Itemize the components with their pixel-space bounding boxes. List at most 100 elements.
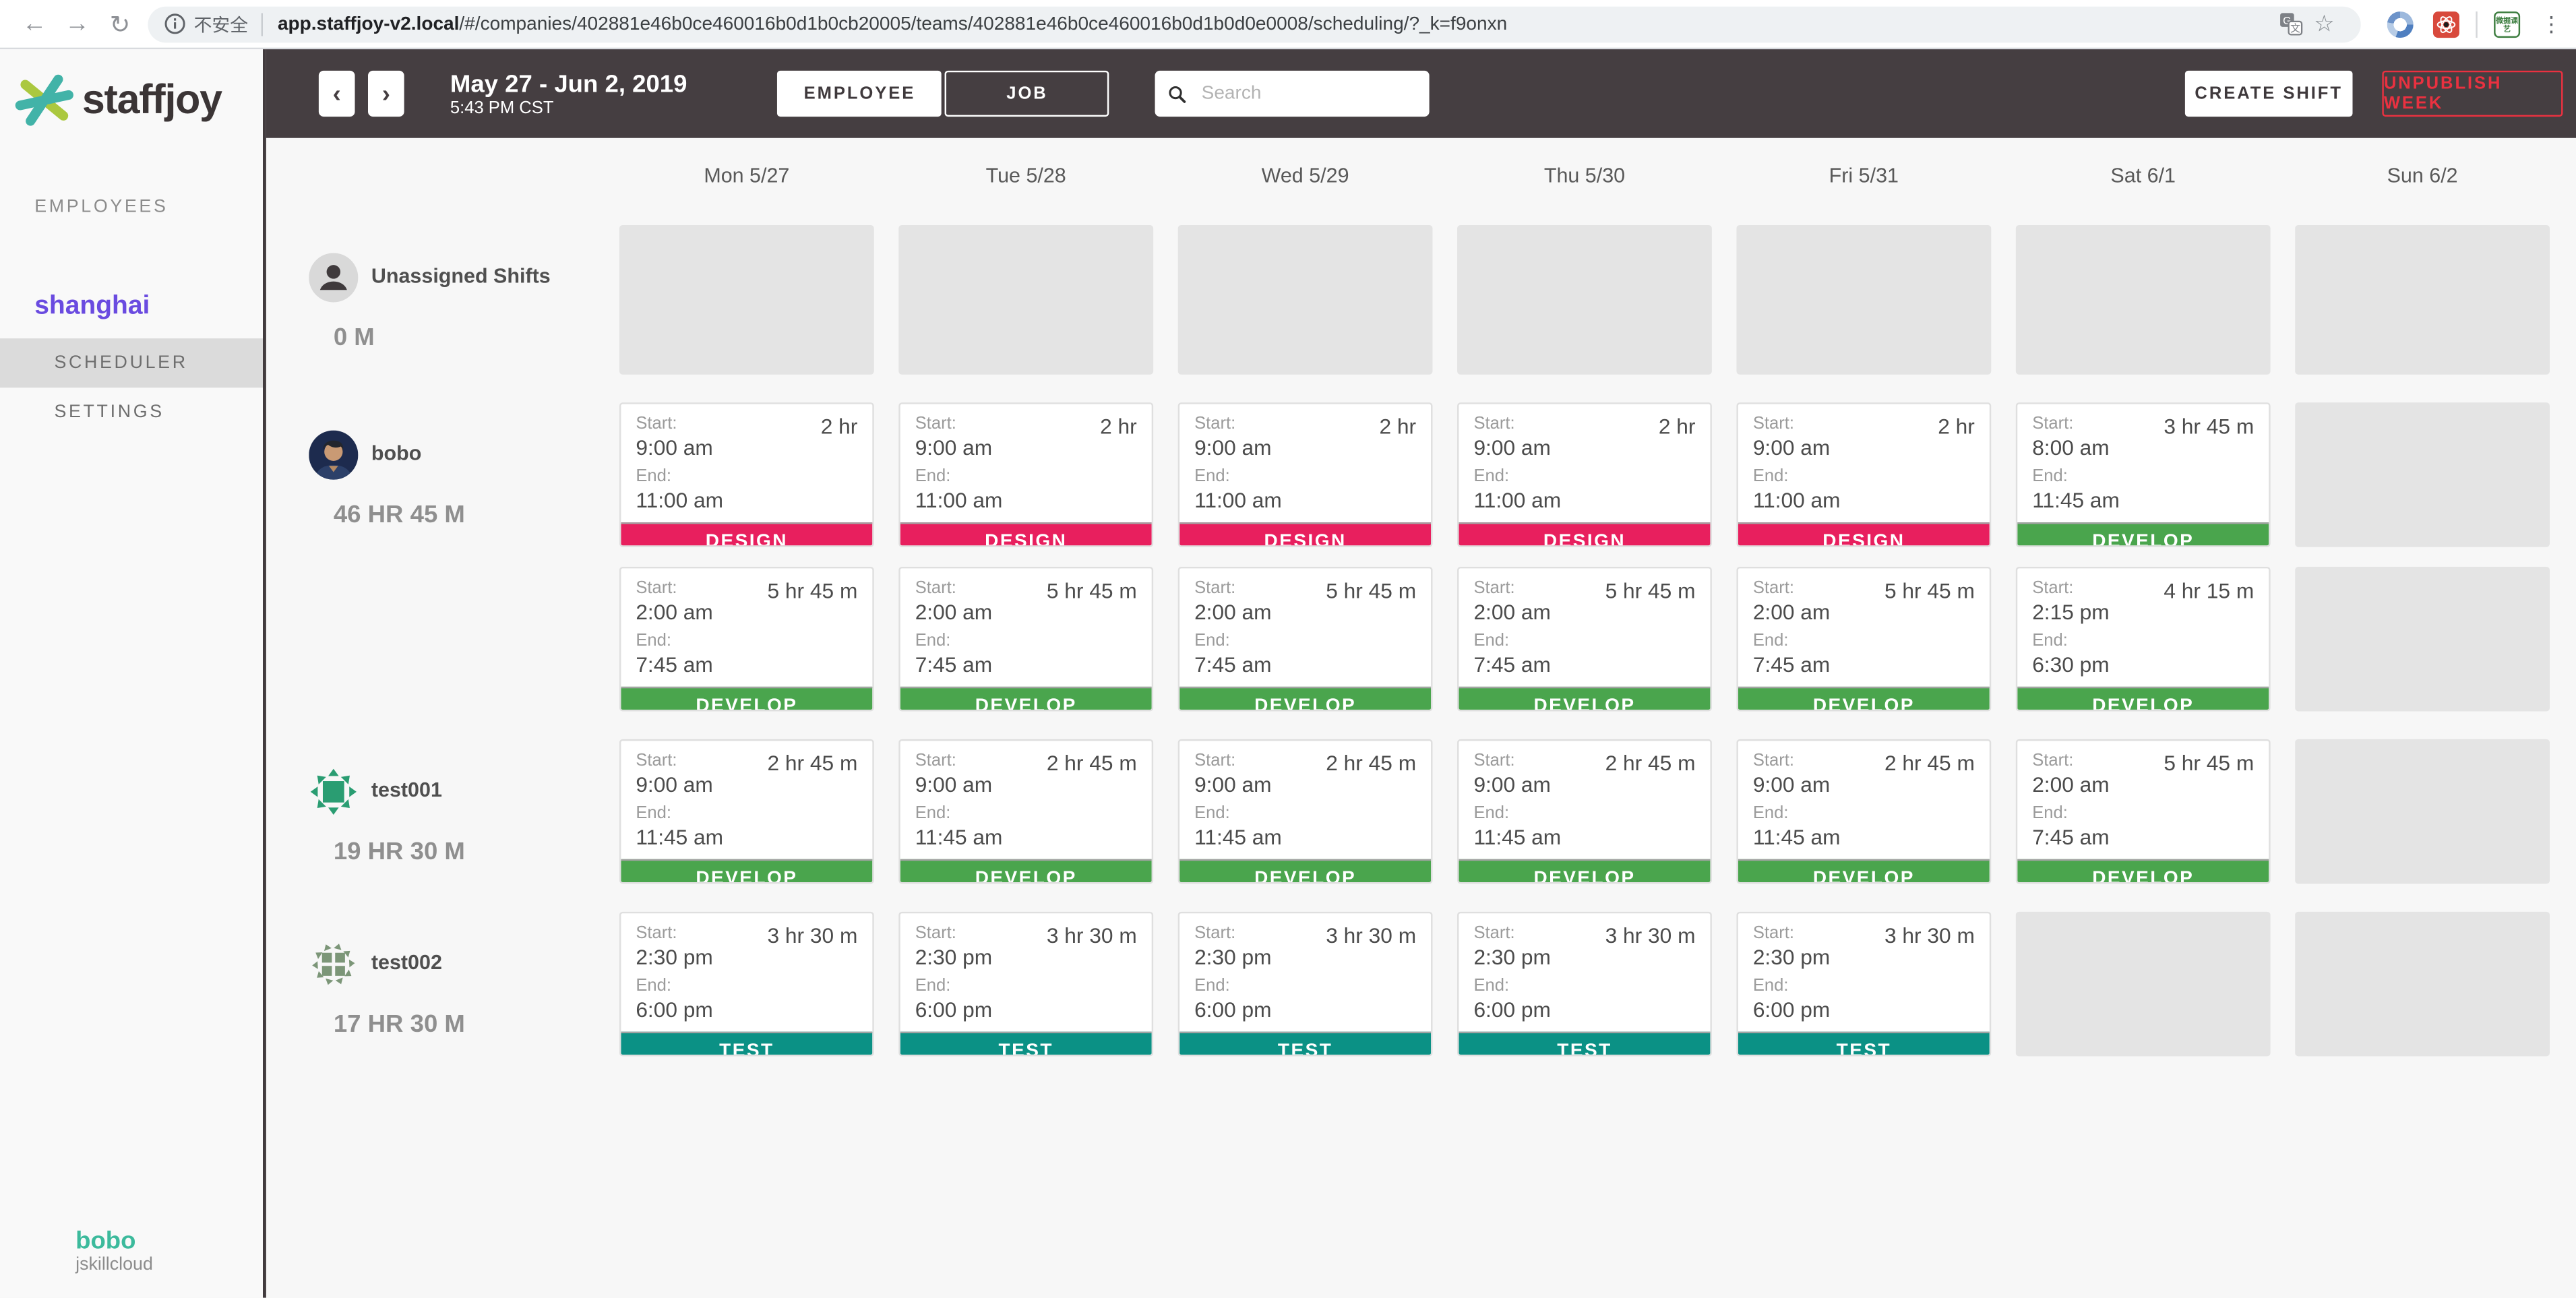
employee-view-button[interactable]: EMPLOYEE — [777, 70, 942, 117]
shift-card[interactable]: Start: 2:30 pm End: 6:00 pm 3 hr 30 m TE… — [1177, 911, 1433, 1057]
shift-card[interactable]: Start: 9:00 am End: 11:00 am 2 hr DESIGN — [619, 402, 874, 547]
shift-card[interactable]: Start: 2:00 am End: 7:45 am 5 hr 45 m DE… — [898, 566, 1154, 712]
end-time: 11:00 am — [636, 487, 724, 513]
start-label: Start: — [1194, 414, 1236, 434]
url-bar[interactable]: 不安全 app.staffjoy-v2.local/#/companies/40… — [148, 5, 2361, 42]
browser-menu-icon[interactable]: ⋮ — [2540, 10, 2563, 36]
employee-name: Unassigned Shifts — [371, 264, 551, 288]
job-label: DESIGN — [900, 522, 1152, 546]
sidebar-item-settings[interactable]: SETTINGS — [54, 402, 164, 423]
search-icon — [1169, 85, 1186, 102]
shift-card[interactable]: Start: 9:00 am End: 11:00 am 2 hr DESIGN — [898, 402, 1154, 547]
extension-red-icon[interactable] — [2432, 10, 2459, 37]
shift-card[interactable]: Start: 2:00 am End: 7:45 am 5 hr 45 m DE… — [2015, 739, 2271, 884]
back-icon[interactable]: ← — [22, 9, 47, 38]
end-time: 7:45 am — [2032, 824, 2110, 850]
shift-card[interactable]: Start: 9:00 am End: 11:45 am 2 hr 45 m D… — [1736, 739, 1992, 884]
shift-card[interactable]: Start: 9:00 am End: 11:00 am 2 hr DESIGN — [1177, 402, 1433, 547]
employee-label[interactable]: test001 19 HR 30 M — [266, 739, 595, 884]
sidebar-item-scheduler[interactable]: SCHEDULER — [0, 338, 263, 388]
shift-times: Start: 2:00 am End: 7:45 am 5 hr 45 m — [1738, 568, 1990, 687]
shift-card[interactable]: Start: 9:00 am End: 11:45 am 2 hr 45 m D… — [898, 739, 1154, 884]
employee-hours: 17 HR 30 M — [333, 1010, 465, 1039]
start-label: Start: — [915, 923, 956, 944]
employee-row: test001 19 HR 30 M Start: 9:00 am End: 11… — [266, 739, 2576, 884]
reload-icon[interactable]: ↻ — [109, 10, 131, 39]
identicon — [310, 768, 357, 815]
shift-times: Start: 2:00 am End: 7:45 am 5 hr 45 m — [900, 568, 1152, 687]
start-time: 9:00 am — [1194, 772, 1272, 797]
shift-card[interactable]: Start: 9:00 am End: 11:00 am 2 hr DESIGN — [1457, 402, 1712, 547]
end-label: End: — [915, 466, 951, 487]
translate-icon[interactable]: G 文 — [2279, 11, 2304, 36]
day-header: Wed 5/29 — [1261, 164, 1349, 187]
info-icon[interactable] — [164, 13, 186, 35]
shift-card[interactable]: Start: 9:00 am End: 11:45 am 2 hr 45 m D… — [1457, 739, 1712, 884]
shift-card[interactable]: Start: 2:30 pm End: 6:00 pm 3 hr 30 m TE… — [898, 911, 1154, 1057]
shift-card[interactable]: Start: 2:00 am End: 7:45 am 5 hr 45 m DE… — [619, 566, 874, 712]
end-time: 11:00 am — [1473, 487, 1562, 513]
search-box[interactable] — [1155, 70, 1430, 117]
shift-card[interactable]: Start: 2:00 am End: 7:45 am 5 hr 45 m DE… — [1177, 566, 1433, 712]
shift-times: Start: 9:00 am End: 11:45 am 2 hr 45 m — [621, 741, 872, 859]
shift-duration: 5 hr 45 m — [1326, 578, 1417, 603]
shift-card[interactable]: Start: 2:30 pm End: 6:00 pm 3 hr 30 m TE… — [1736, 911, 1992, 1057]
extension-blue-icon[interactable] — [2387, 10, 2414, 37]
extension-green-icon[interactable]: 微掘课艺 — [2494, 10, 2521, 37]
shift-card[interactable]: Start: 2:00 am End: 7:45 am 5 hr 45 m DE… — [1457, 566, 1712, 712]
start-time: 9:00 am — [636, 435, 713, 460]
employee-hours: 0 M — [333, 323, 375, 352]
create-shift-button[interactable]: CREATE SHIFT — [2184, 70, 2353, 117]
end-label: End: — [1752, 631, 1789, 651]
next-week-button[interactable]: › — [368, 70, 404, 117]
end-time: 7:45 am — [636, 652, 713, 677]
bookmark-star-icon[interactable]: ☆ — [2314, 9, 2335, 36]
start-label: Start: — [2032, 578, 2074, 598]
shift-times: Start: 9:00 am End: 11:00 am 2 hr — [900, 404, 1152, 523]
sidebar-team-name[interactable]: shanghai — [34, 292, 150, 321]
end-label: End: — [915, 631, 951, 651]
start-label: Start: — [1194, 578, 1236, 598]
start-time: 2:00 am — [636, 599, 713, 625]
shift-card[interactable]: Start: 2:00 am End: 7:45 am 5 hr 45 m DE… — [1736, 566, 1992, 712]
current-time-label: 5:43 PM CST — [450, 98, 554, 118]
page-url[interactable]: app.staffjoy-v2.local/#/companies/402881… — [278, 14, 1507, 34]
shift-duration: 2 hr — [1938, 414, 1975, 439]
shift-card[interactable]: Start: 9:00 am End: 11:45 am 2 hr 45 m D… — [1177, 739, 1433, 884]
shift-duration: 2 hr 45 m — [1326, 750, 1417, 776]
shift-card[interactable]: Start: 9:00 am End: 11:45 am 2 hr 45 m D… — [619, 739, 874, 884]
unpublish-week-button[interactable]: UNPUBLISH WEEK — [2382, 70, 2563, 117]
start-label: Start: — [636, 750, 677, 771]
end-label: End: — [1194, 466, 1230, 487]
security-label[interactable]: 不安全 — [193, 16, 249, 36]
forward-icon[interactable]: → — [65, 9, 90, 38]
end-label: End: — [636, 466, 671, 487]
shift-card[interactable]: Start: 2:30 pm End: 6:00 pm 3 hr 30 m TE… — [1457, 911, 1712, 1057]
shift-times: Start: 2:30 pm End: 6:00 pm 3 hr 30 m — [1179, 913, 1431, 1032]
end-label: End: — [2032, 803, 2068, 824]
job-label: DEVELOP — [621, 859, 873, 882]
employee-label[interactable]: test002 17 HR 30 M — [266, 912, 595, 1057]
job-label: DESIGN — [1459, 522, 1711, 546]
job-label: DEVELOP — [1459, 686, 1711, 710]
shift-card[interactable]: Start: 9:00 am End: 11:00 am 2 hr DESIGN — [1736, 402, 1992, 547]
week-date-display: May 27 - Jun 2, 2019 5:43 PM CST — [450, 70, 687, 118]
shift-card[interactable]: Start: 2:30 pm End: 6:00 pm 3 hr 30 m TE… — [619, 911, 874, 1057]
employee-label[interactable]: bobo 46 HR 45 M — [266, 402, 595, 711]
start-label: Start: — [915, 750, 956, 771]
shift-duration: 2 hr — [820, 414, 858, 439]
shift-times: Start: 2:15 pm End: 6:30 pm 4 hr 15 m — [2017, 568, 2269, 687]
person-icon — [309, 253, 359, 303]
job-view-button[interactable]: JOB — [945, 70, 1109, 117]
sidebar-user[interactable]: bobo jskillcloud — [0, 1225, 153, 1278]
end-time: 6:00 pm — [1752, 997, 1831, 1022]
shift-card[interactable]: Start: 8:00 am End: 11:45 am 3 hr 45 m D… — [2015, 402, 2271, 547]
search-input[interactable] — [1198, 82, 1417, 105]
start-label: Start: — [2032, 750, 2074, 771]
prev-week-button[interactable]: ‹ — [318, 70, 355, 117]
shift-card[interactable]: Start: 2:15 pm End: 6:30 pm 4 hr 15 m DE… — [2015, 566, 2271, 712]
sidebar-item-employees[interactable]: EMPLOYEES — [34, 197, 168, 217]
employee-label[interactable]: Unassigned Shifts 0 M — [266, 225, 595, 375]
start-label: Start: — [1194, 923, 1236, 944]
staffjoy-logo[interactable]: staffjoy — [0, 49, 263, 131]
